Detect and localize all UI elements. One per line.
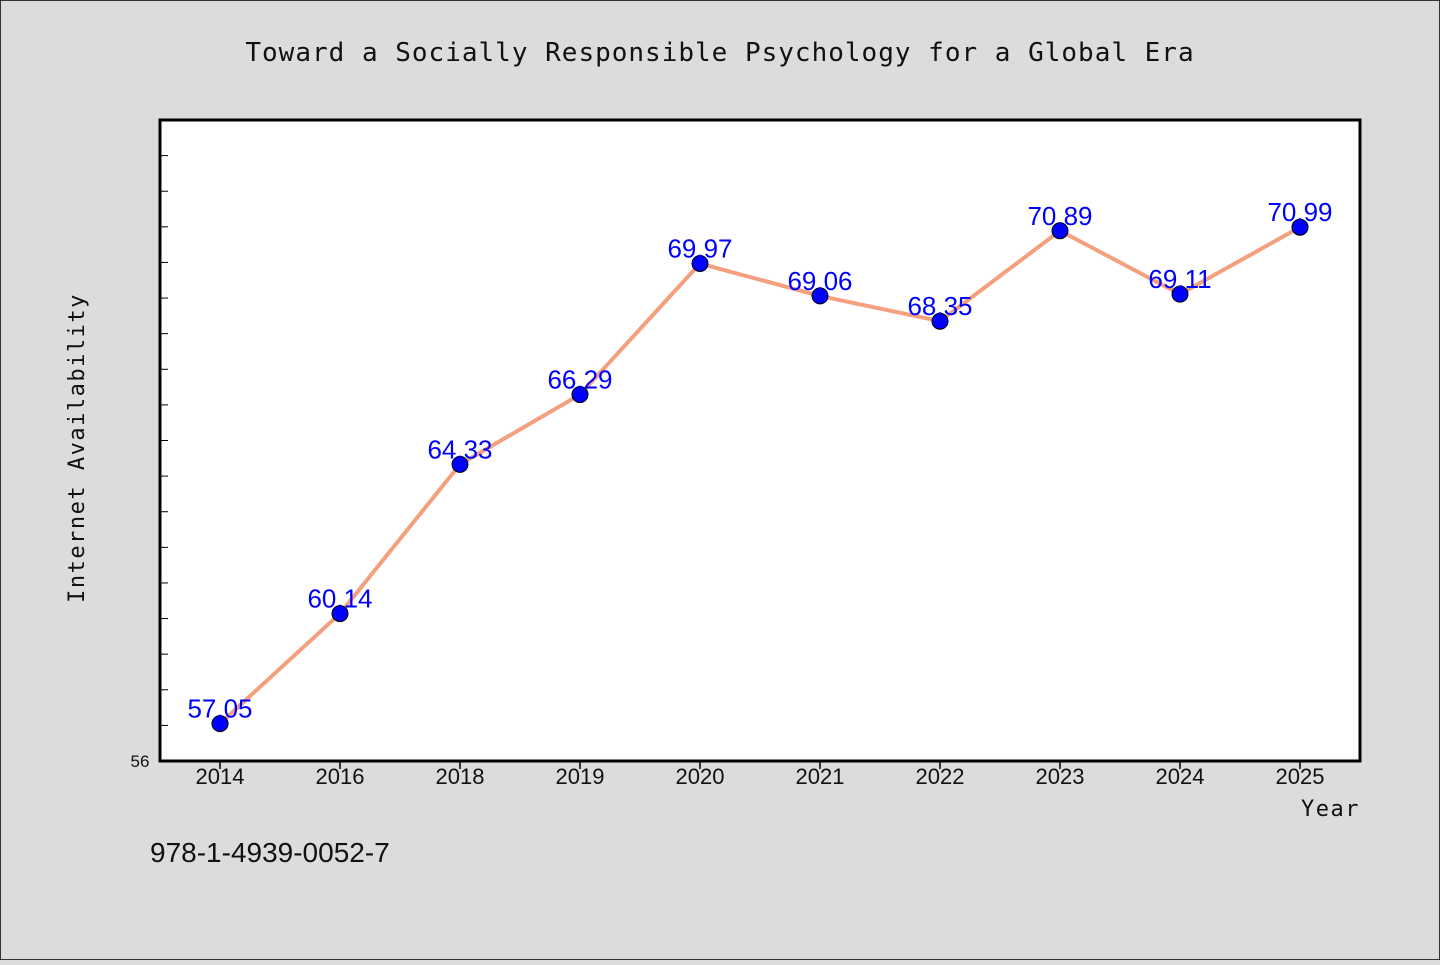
data-label: 69.06 bbox=[787, 266, 852, 296]
x-tick-label: 2014 bbox=[196, 764, 245, 789]
x-tick-label: 2024 bbox=[1156, 764, 1205, 789]
series-line bbox=[218, 225, 1302, 726]
series-layer: 57.05 60.14 64.33 66.29 69.97 69.06 68.35 70.89… bbox=[187, 197, 1333, 733]
data-label: 70.99 bbox=[1267, 197, 1332, 227]
x-tick-label: 2025 bbox=[1276, 764, 1325, 789]
data-label: 69.11 bbox=[1148, 264, 1211, 294]
plot-area bbox=[158, 118, 1362, 763]
data-point bbox=[811, 287, 829, 305]
data-point bbox=[571, 386, 589, 404]
x-tick-label: 2023 bbox=[1036, 764, 1085, 789]
y-axis-min-label: 56 bbox=[131, 752, 150, 771]
data-label: 69.97 bbox=[667, 234, 732, 264]
data-label: 60.14 bbox=[307, 584, 372, 614]
x-tick-label: 2016 bbox=[316, 764, 365, 789]
y-axis-ticks bbox=[160, 155, 168, 726]
data-point bbox=[691, 255, 709, 273]
isbn-text: 978-1-4939-0052-7 bbox=[150, 837, 390, 868]
data-point bbox=[1291, 218, 1309, 236]
data-point bbox=[1171, 285, 1189, 303]
x-tick-label: 2018 bbox=[436, 764, 485, 789]
x-axis-ticks bbox=[219, 761, 1301, 769]
x-axis-label: Year bbox=[1301, 797, 1360, 822]
x-tick-label: 2020 bbox=[676, 764, 725, 789]
data-point bbox=[1051, 222, 1069, 240]
data-point bbox=[451, 455, 469, 473]
x-tick-label: 2021 bbox=[796, 764, 845, 789]
x-tick-label: 2022 bbox=[916, 764, 965, 789]
chart-title: Toward a Socially Responsible Psychology… bbox=[245, 38, 1194, 68]
x-tick-label: 2019 bbox=[556, 764, 605, 789]
data-label: 66.29 bbox=[547, 365, 612, 395]
data-point bbox=[331, 605, 349, 623]
y-axis-label: Internet Availability bbox=[65, 293, 90, 603]
x-axis-tick-labels: 2014 2016 2018 2019 2020 2021 2022 2023 2024 2025 bbox=[196, 764, 1325, 789]
data-label: 68.35 bbox=[907, 291, 972, 321]
data-label: 57.05 bbox=[187, 694, 252, 724]
data-label: 70.89 bbox=[1027, 201, 1092, 231]
data-point bbox=[211, 715, 229, 733]
data-label: 64.33 bbox=[427, 434, 492, 464]
data-point bbox=[931, 312, 949, 330]
